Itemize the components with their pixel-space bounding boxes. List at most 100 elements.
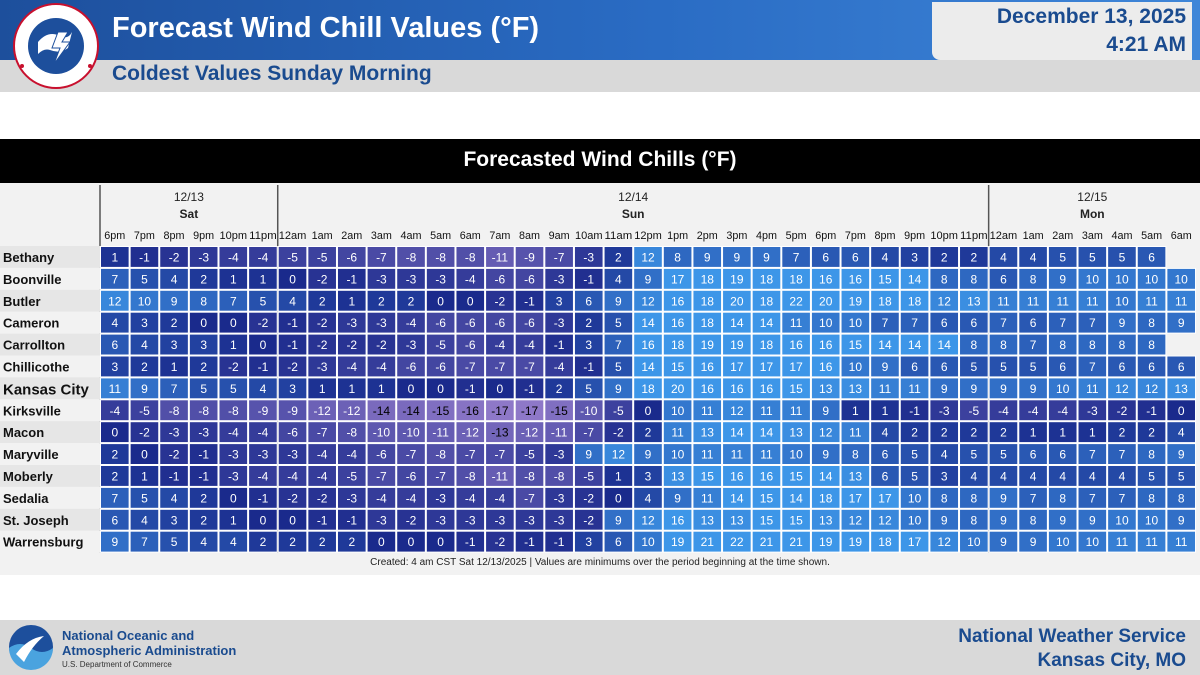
- heatmap-cell: [899, 421, 930, 444]
- cell-value-label: 13: [730, 513, 744, 527]
- cell-value-label: 9: [1119, 316, 1126, 330]
- heatmap-cell: [692, 246, 723, 268]
- heatmap-cell: [899, 443, 930, 466]
- cell-value-label: 5: [1178, 469, 1185, 483]
- heatmap-cell: [188, 486, 219, 509]
- cell-value-label: 3: [141, 316, 148, 330]
- cell-value-label: -6: [524, 316, 535, 330]
- cell-value-label: 7: [111, 272, 118, 286]
- hour-label: 1pm: [667, 230, 688, 242]
- heatmap-cell: [722, 443, 752, 466]
- heatmap-cell: [1077, 333, 1108, 356]
- heatmap-cell: [722, 311, 752, 334]
- heatmap-cell: [810, 289, 841, 312]
- heatmap-cell: [455, 267, 486, 290]
- cell-value-label: 4: [882, 250, 889, 264]
- heatmap-cell: [929, 530, 960, 553]
- heatmap-cell: [218, 267, 249, 290]
- heatmap-cell: [1107, 267, 1137, 290]
- heatmap-cell: [692, 267, 723, 290]
- cell-value-label: 1: [171, 360, 178, 374]
- cell-value-label: -1: [346, 272, 357, 286]
- cell-value-label: 11: [760, 404, 773, 418]
- heatmap-cell: [1136, 355, 1167, 378]
- cell-value-label: 14: [908, 338, 922, 352]
- row-label-bg: [0, 443, 100, 465]
- heatmap-cell: [840, 267, 871, 290]
- row-label: Boonville: [3, 272, 62, 287]
- cell-value-label: 3: [289, 382, 296, 396]
- cell-value-label: 14: [641, 360, 655, 374]
- cell-value-label: 6: [1030, 316, 1037, 330]
- heatmap-cell: [751, 530, 782, 553]
- cell-value-label: 13: [849, 469, 863, 483]
- heatmap-cell: [692, 311, 723, 334]
- cell-value-label: 2: [200, 360, 207, 374]
- heatmap-cell: [1018, 486, 1048, 509]
- cell-value-label: -14: [402, 404, 420, 418]
- heatmap-cell: [1077, 443, 1108, 466]
- heatmap-cell: [129, 333, 160, 356]
- cell-value-label: -8: [346, 426, 357, 440]
- heatmap-cell: [514, 465, 545, 487]
- heatmap-cell: [781, 443, 811, 466]
- heatmap-cell: [544, 465, 574, 487]
- cell-value-label: -3: [198, 426, 209, 440]
- cell-value-label: 0: [141, 448, 148, 462]
- heatmap-cell: [1136, 399, 1167, 422]
- heatmap-cell: [810, 333, 841, 356]
- heatmap-cell: [751, 377, 782, 400]
- cell-value-label: 10: [1145, 513, 1159, 527]
- cell-value-label: 0: [260, 338, 267, 352]
- cell-value-label: 16: [760, 469, 774, 483]
- cell-value-label: 18: [819, 491, 833, 505]
- heatmap-cell: [1166, 421, 1197, 444]
- day-name-label: Sat: [180, 207, 199, 221]
- cell-value-label: 19: [671, 535, 685, 549]
- heatmap-cell: [514, 508, 545, 531]
- heatmap-cell: [455, 399, 486, 422]
- heatmap-cell: [988, 486, 1019, 509]
- cell-value-label: 6: [1059, 360, 1066, 374]
- cell-value-label: 3: [911, 250, 918, 264]
- hour-label: 4am: [401, 230, 422, 242]
- heatmap-cell: [1018, 399, 1048, 422]
- cell-value-label: 20: [730, 294, 744, 308]
- heatmap-cell: [1018, 289, 1048, 312]
- cell-value-label: 11: [790, 404, 803, 418]
- hour-label: 11pm: [960, 230, 988, 242]
- heatmap-cell: [603, 377, 634, 400]
- heatmap-cell: [662, 355, 693, 378]
- cell-value-label: 12: [641, 513, 655, 527]
- heatmap-cell: [425, 377, 456, 400]
- heatmap-cell: [603, 530, 634, 553]
- cell-value-label: -8: [465, 469, 476, 483]
- cell-value-label: 18: [701, 316, 715, 330]
- heatmap-cell: [336, 267, 367, 290]
- heatmap-cell: [1166, 267, 1197, 290]
- noaa-name-line-2: Atmospheric Administration: [62, 643, 237, 658]
- cell-value-label: -2: [317, 272, 328, 286]
- heatmap-cell: [188, 333, 219, 356]
- heatmap-cell: [988, 421, 1019, 444]
- heatmap-cell: [988, 246, 1019, 268]
- heatmap-cell: [514, 377, 545, 400]
- cell-value-label: 2: [1148, 426, 1155, 440]
- cell-value-label: 15: [789, 513, 803, 527]
- heatmap-cell: [662, 486, 693, 509]
- cell-value-label: -3: [939, 404, 950, 418]
- cell-value-label: 2: [111, 448, 118, 462]
- noaa-name-line-1: National Oceanic and: [62, 628, 195, 643]
- heatmap-cell: [218, 443, 249, 466]
- cell-value-label: 7: [1059, 316, 1066, 330]
- heatmap-cell: [129, 377, 160, 400]
- heatmap-cell: [396, 486, 426, 509]
- heatmap-cell: [929, 399, 960, 422]
- heatmap-cell: [1077, 486, 1108, 509]
- hour-label: 12am: [279, 230, 307, 242]
- heatmap-cell: [810, 399, 841, 422]
- cell-value-label: 4: [260, 382, 267, 396]
- heatmap-cell: [336, 311, 367, 334]
- cell-value-label: 8: [1059, 338, 1066, 352]
- hour-label: 3am: [371, 230, 392, 242]
